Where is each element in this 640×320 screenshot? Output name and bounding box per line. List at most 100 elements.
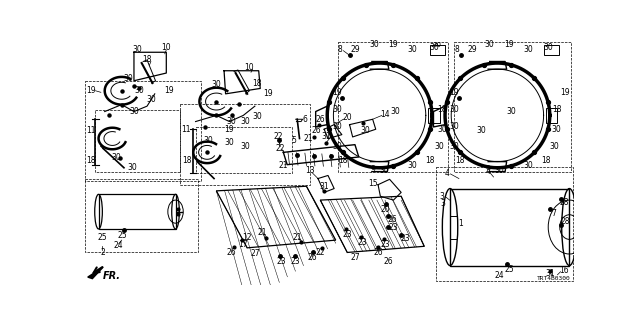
Text: 23: 23 <box>342 230 352 239</box>
Text: 18: 18 <box>437 105 447 114</box>
Text: 30: 30 <box>252 112 262 121</box>
Text: 19: 19 <box>561 88 570 97</box>
Text: 26: 26 <box>387 215 397 224</box>
Text: 21: 21 <box>278 161 288 170</box>
Text: 26: 26 <box>312 126 321 135</box>
Text: 23: 23 <box>381 240 390 249</box>
Text: 18: 18 <box>252 78 262 88</box>
Text: 3: 3 <box>440 192 444 201</box>
Text: 30: 30 <box>211 80 221 89</box>
Bar <box>86 81 201 181</box>
Text: 8: 8 <box>337 45 342 54</box>
Text: 29: 29 <box>350 45 360 54</box>
Text: 30: 30 <box>111 153 121 162</box>
Text: 21: 21 <box>304 134 314 143</box>
Text: 17: 17 <box>239 240 248 249</box>
Text: 24: 24 <box>494 271 504 280</box>
Text: 30: 30 <box>449 123 459 132</box>
Bar <box>84 179 198 252</box>
Text: 10: 10 <box>161 43 171 52</box>
Text: 18: 18 <box>425 156 435 164</box>
Text: 2: 2 <box>100 248 105 257</box>
Bar <box>180 104 310 185</box>
Text: 30: 30 <box>552 125 561 134</box>
Text: 30: 30 <box>123 74 132 83</box>
Text: 5: 5 <box>291 136 296 145</box>
Bar <box>543 44 559 55</box>
Text: 24: 24 <box>114 241 124 250</box>
Text: 30: 30 <box>550 142 559 151</box>
Text: 19: 19 <box>263 89 273 98</box>
Text: 29: 29 <box>467 45 477 54</box>
Text: 19: 19 <box>504 40 514 49</box>
Text: 30: 30 <box>132 45 142 54</box>
Bar <box>95 110 180 172</box>
Text: 30: 30 <box>241 117 250 126</box>
Text: 27: 27 <box>250 250 260 259</box>
Text: 31: 31 <box>319 182 329 191</box>
Text: 21: 21 <box>292 233 302 242</box>
Polygon shape <box>88 267 103 279</box>
Bar <box>450 188 570 266</box>
Text: 30: 30 <box>524 45 533 54</box>
Bar <box>454 42 570 172</box>
Text: 22: 22 <box>275 144 285 153</box>
Text: 20: 20 <box>381 205 390 214</box>
Text: 30: 30 <box>360 126 370 135</box>
Text: 30: 30 <box>543 43 553 52</box>
Text: 19: 19 <box>332 88 342 97</box>
Text: 26: 26 <box>316 115 325 124</box>
Text: 30: 30 <box>408 45 417 54</box>
Text: 30: 30 <box>369 40 379 49</box>
Text: 30: 30 <box>204 136 214 145</box>
Text: 19: 19 <box>388 40 398 49</box>
Text: 4: 4 <box>486 167 491 176</box>
Text: 23: 23 <box>277 257 287 266</box>
Text: 30: 30 <box>506 107 516 116</box>
Text: 18: 18 <box>552 105 561 114</box>
Text: 25: 25 <box>118 231 127 240</box>
Text: 10: 10 <box>244 63 254 72</box>
Text: 21: 21 <box>258 228 268 237</box>
Text: 30: 30 <box>127 163 138 172</box>
Text: 4: 4 <box>445 169 450 178</box>
Text: 11: 11 <box>86 126 95 135</box>
Text: 16: 16 <box>559 267 568 276</box>
Text: 14: 14 <box>380 110 390 119</box>
Text: 13: 13 <box>305 166 314 175</box>
Bar <box>196 127 292 173</box>
Bar <box>546 108 557 123</box>
Text: 9: 9 <box>370 165 375 174</box>
Bar <box>428 108 440 123</box>
Text: 3: 3 <box>440 199 445 208</box>
Text: 19: 19 <box>449 88 459 97</box>
Text: FR.: FR. <box>103 271 121 281</box>
Text: 30: 30 <box>495 166 504 175</box>
Text: 30: 30 <box>380 166 389 175</box>
Text: 30: 30 <box>225 138 234 147</box>
Bar <box>436 167 573 281</box>
Text: 27: 27 <box>350 253 360 262</box>
Text: 30: 30 <box>227 117 237 126</box>
Text: 23: 23 <box>291 257 300 266</box>
Text: 26: 26 <box>383 257 393 266</box>
Bar <box>429 44 445 55</box>
Text: 19: 19 <box>164 86 173 95</box>
Text: 30: 30 <box>433 42 442 48</box>
Text: 30: 30 <box>476 126 486 135</box>
Text: 19: 19 <box>86 86 95 95</box>
Text: 26: 26 <box>308 253 317 262</box>
Text: 20: 20 <box>342 113 352 122</box>
Text: 22: 22 <box>316 248 325 257</box>
Text: 31: 31 <box>322 132 332 141</box>
Text: 15: 15 <box>368 179 378 188</box>
Bar <box>99 194 175 229</box>
Text: TRT4B0300: TRT4B0300 <box>537 276 570 281</box>
Text: 7: 7 <box>551 210 556 219</box>
Text: 30: 30 <box>429 43 439 52</box>
Text: 26: 26 <box>227 248 237 257</box>
Text: 31: 31 <box>545 269 555 278</box>
Text: 22: 22 <box>273 132 283 141</box>
Text: 12: 12 <box>243 233 252 242</box>
Text: 30: 30 <box>449 105 459 114</box>
